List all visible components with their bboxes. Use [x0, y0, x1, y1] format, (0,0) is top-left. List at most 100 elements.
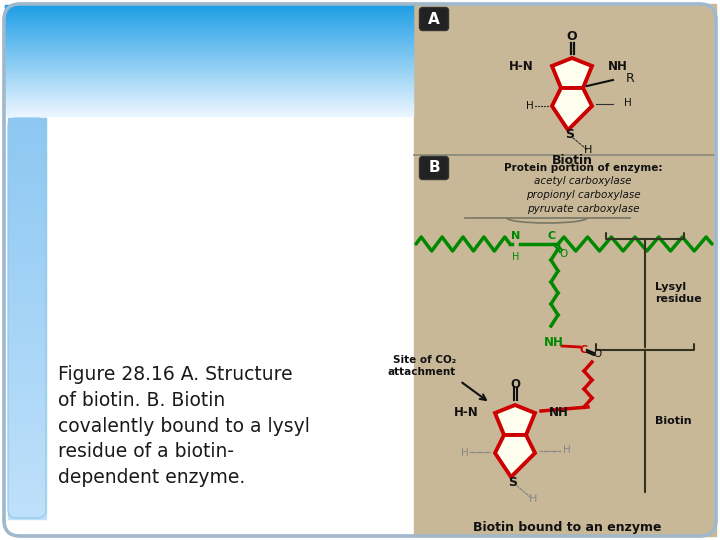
Text: acetyl carboxylase
propionyl carboxylase
pyruvate carboxylase: acetyl carboxylase propionyl carboxylase…	[526, 176, 640, 214]
Text: Biotin: Biotin	[655, 416, 692, 426]
Bar	[5, 34, 413, 36]
Bar	[5, 98, 413, 100]
Text: NH: NH	[608, 59, 628, 72]
Bar	[5, 107, 413, 109]
Bar	[5, 80, 413, 83]
Bar	[8, 392, 46, 399]
Polygon shape	[552, 88, 592, 130]
Bar	[5, 100, 413, 102]
Bar	[5, 108, 413, 110]
Bar	[8, 464, 46, 472]
Bar	[5, 10, 413, 12]
Text: H: H	[462, 448, 469, 458]
Bar	[8, 318, 46, 325]
Bar	[8, 292, 46, 299]
Bar	[8, 338, 46, 345]
Bar	[8, 398, 46, 405]
Bar	[8, 505, 46, 512]
Text: O: O	[567, 30, 577, 44]
Bar	[5, 92, 413, 93]
Bar	[5, 112, 413, 114]
Bar	[8, 305, 46, 312]
Bar	[5, 30, 413, 32]
Bar	[5, 74, 413, 76]
Bar	[8, 458, 46, 465]
Text: N: N	[511, 231, 521, 241]
Bar	[5, 102, 413, 103]
Bar	[5, 111, 413, 113]
Bar	[5, 29, 413, 30]
Bar	[5, 37, 413, 38]
Text: O: O	[510, 377, 520, 390]
Bar	[5, 42, 413, 44]
Bar	[5, 14, 413, 15]
Bar	[8, 185, 46, 192]
Text: A: A	[428, 11, 440, 26]
Polygon shape	[495, 435, 535, 477]
Bar	[5, 82, 413, 84]
Text: H: H	[584, 145, 592, 155]
Text: O: O	[560, 249, 568, 259]
Bar	[8, 205, 46, 212]
Text: Lysyl
residue: Lysyl residue	[655, 282, 701, 304]
Bar	[8, 411, 46, 418]
Text: Site of CO₂
attachment: Site of CO₂ attachment	[388, 355, 456, 377]
Bar	[5, 86, 413, 88]
Text: C: C	[580, 345, 588, 355]
Bar	[5, 8, 413, 10]
Bar	[8, 258, 46, 265]
Bar	[8, 278, 46, 285]
Bar	[5, 40, 413, 43]
Bar	[8, 198, 46, 205]
Bar	[8, 231, 46, 239]
Bar	[5, 110, 413, 111]
Text: H-N: H-N	[509, 59, 534, 72]
Bar	[8, 325, 46, 332]
Bar	[5, 67, 413, 69]
Bar	[5, 85, 413, 86]
Bar	[8, 431, 46, 438]
Text: H: H	[563, 445, 571, 455]
Bar	[8, 225, 46, 232]
Bar	[8, 418, 46, 425]
Bar	[5, 39, 413, 41]
Bar	[5, 78, 413, 80]
Bar	[5, 75, 413, 77]
Bar	[5, 15, 413, 17]
Bar	[8, 451, 46, 458]
FancyBboxPatch shape	[420, 157, 449, 179]
Bar	[5, 70, 413, 71]
Bar	[8, 131, 46, 138]
Bar	[5, 25, 413, 28]
Bar	[5, 96, 413, 98]
Bar	[5, 65, 413, 68]
Bar	[8, 145, 46, 152]
Text: H: H	[528, 494, 537, 504]
Bar	[8, 471, 46, 478]
Text: NH: NH	[544, 335, 564, 348]
Bar	[5, 52, 413, 53]
Bar	[5, 31, 413, 33]
Bar	[5, 44, 413, 45]
Bar	[8, 511, 46, 518]
Bar	[5, 113, 413, 116]
FancyBboxPatch shape	[420, 8, 449, 30]
Bar	[8, 211, 46, 219]
Bar	[8, 478, 46, 485]
Bar	[8, 285, 46, 292]
Text: Figure 28.16 A. Structure
of biotin. B. Biotin
covalently bound to a lysyl
resid: Figure 28.16 A. Structure of biotin. B. …	[58, 365, 310, 487]
Bar	[5, 48, 413, 50]
Bar	[5, 60, 413, 62]
Bar	[8, 298, 46, 305]
Bar	[8, 438, 46, 445]
Bar	[5, 50, 413, 52]
Bar	[8, 251, 46, 259]
Bar	[8, 404, 46, 412]
Text: H: H	[513, 252, 520, 262]
Bar	[8, 171, 46, 179]
Bar	[5, 97, 413, 99]
Text: NH: NH	[549, 407, 569, 420]
Bar	[5, 9, 413, 11]
Bar	[8, 491, 46, 498]
Bar	[8, 352, 46, 359]
